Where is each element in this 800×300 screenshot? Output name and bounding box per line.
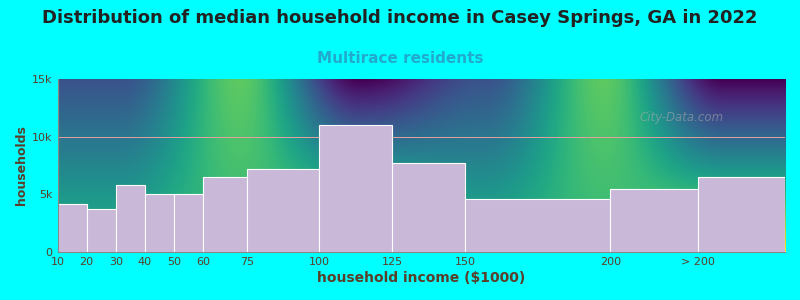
Bar [698,177,785,252]
Text: City-Data.com: City-Data.com [639,111,724,124]
Y-axis label: households: households [15,125,28,206]
X-axis label: household income ($1000): household income ($1000) [317,271,526,285]
Bar [58,203,86,252]
Text: Distribution of median household income in Casey Springs, GA in 2022: Distribution of median household income … [42,9,758,27]
Bar [174,194,203,252]
Bar [116,185,145,252]
Bar [610,188,698,252]
Bar [86,209,116,252]
Bar [203,177,246,252]
Bar [465,199,610,252]
Bar [392,163,465,252]
Text: Multirace residents: Multirace residents [317,51,483,66]
Bar [319,125,392,252]
Bar [246,169,319,252]
Bar [145,194,174,252]
